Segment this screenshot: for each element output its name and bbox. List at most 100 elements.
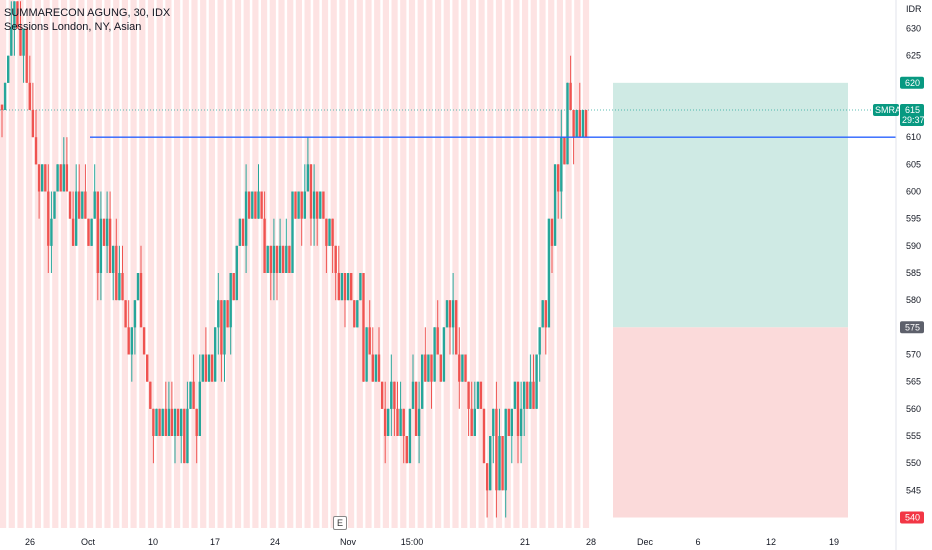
indicator-label[interactable]: Sessions London, NY, Asian: [4, 21, 142, 33]
candle: [526, 381, 529, 409]
candle: [189, 381, 192, 409]
candle: [223, 300, 226, 382]
candle: [408, 408, 412, 464]
candle: [47, 164, 50, 273]
countdown-tag-text: 29:37: [902, 115, 925, 125]
y-tick-label: 600: [906, 187, 921, 197]
candle: [50, 191, 53, 273]
candle: [492, 408, 495, 464]
candle: [402, 408, 405, 464]
candle: [390, 354, 393, 436]
candle: [133, 300, 137, 355]
x-tick-label: 15:00: [401, 537, 424, 547]
events-button[interactable]: E: [333, 516, 347, 530]
sl-price-tag: 540: [900, 511, 924, 524]
price-axis-ticks: 630 625 620 615 610 605 600 595 590 585 580 575 570 5…: [906, 24, 921, 523]
candle: [584, 110, 588, 138]
session-band: [478, 0, 485, 528]
y-tick-label: 565: [906, 377, 921, 387]
candle: [581, 110, 585, 138]
session-band: [513, 0, 520, 528]
candle: [498, 408, 501, 491]
candle: [325, 218, 328, 273]
candle: [300, 191, 303, 246]
candle: [427, 354, 430, 382]
candle: [192, 354, 195, 409]
candle: [396, 381, 399, 436]
candle: [312, 164, 316, 246]
candle: [229, 273, 232, 355]
candle: [411, 354, 415, 409]
candle: [421, 354, 424, 409]
candle: [115, 218, 118, 301]
entry-price-tag: 575: [900, 321, 924, 334]
session-band: [313, 0, 320, 528]
candle: [176, 408, 180, 436]
candle: [37, 164, 41, 219]
candle: [93, 164, 96, 219]
candle: [22, 28, 25, 83]
candle: [334, 245, 337, 301]
session-band: [426, 0, 433, 528]
candle: [81, 191, 84, 219]
session-band: [574, 0, 581, 528]
candle: [44, 164, 47, 192]
session-band: [417, 0, 424, 528]
stop-loss-zone[interactable]: [613, 327, 848, 518]
candle: [489, 436, 492, 491]
session-band: [69, 0, 76, 528]
candle: [90, 218, 93, 246]
candle: [316, 191, 319, 246]
candle: [269, 245, 272, 301]
candle: [170, 381, 174, 436]
candle: [340, 273, 344, 301]
candle: [455, 300, 458, 355]
candle: [519, 381, 523, 464]
session-band: [165, 0, 172, 528]
candle: [105, 191, 109, 273]
candle: [377, 327, 381, 382]
x-tick-label: 6: [695, 537, 700, 547]
take-profit-zone[interactable]: [613, 82, 848, 328]
session-band: [226, 0, 233, 528]
candle: [84, 164, 87, 219]
candle: [158, 408, 161, 436]
session-band: [452, 0, 459, 528]
symbol-title[interactable]: SUMMARECON AGUNG, 30, IDX: [4, 7, 171, 19]
candle: [226, 300, 229, 328]
session-band: [339, 0, 346, 528]
session-band: [182, 0, 189, 528]
x-tick-label: 26: [25, 537, 35, 547]
symbol-price-tag: SMRA: [873, 104, 901, 116]
candle: [161, 408, 164, 436]
candle: [309, 164, 313, 246]
candle: [485, 463, 489, 518]
candle: [217, 273, 220, 355]
candle: [186, 381, 189, 464]
session-band: [408, 0, 416, 528]
candle: [96, 191, 99, 301]
candle: [553, 164, 557, 246]
x-tick-label: 28: [586, 537, 596, 547]
session-band: [539, 0, 546, 528]
candle: [272, 218, 276, 301]
candle: [578, 82, 581, 138]
candle: [470, 381, 473, 436]
session-band: [382, 0, 389, 528]
candle: [121, 245, 124, 301]
candle: [501, 436, 504, 491]
candle: [282, 245, 285, 273]
session-band: [34, 0, 41, 528]
y-tick-label: 550: [906, 458, 921, 468]
candle: [393, 381, 396, 436]
candle: [458, 327, 461, 409]
candle: [3, 82, 7, 110]
session-band: [469, 0, 476, 528]
candle: [102, 218, 106, 246]
candle: [288, 245, 291, 273]
x-tick-label: 12: [766, 537, 776, 547]
session-band: [130, 0, 137, 528]
candle: [569, 55, 572, 110]
candle: [433, 327, 436, 382]
